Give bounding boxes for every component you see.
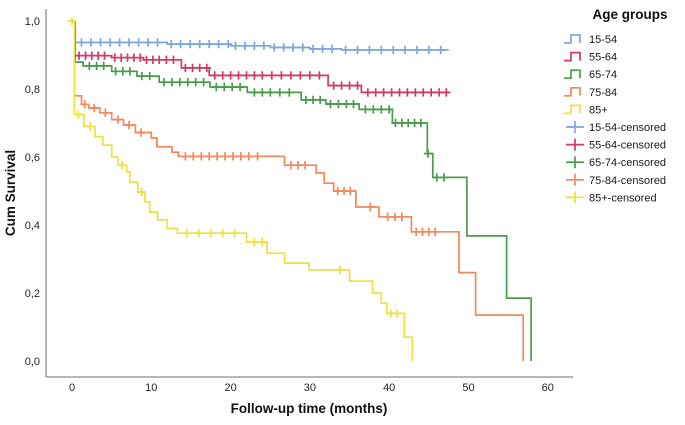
x-tick-label-50: 50 — [462, 382, 474, 394]
censor-marks-55-64 — [74, 51, 451, 97]
legend-swatch-15-54 — [564, 34, 581, 44]
censor-marks-75-84 — [80, 100, 440, 236]
km-curve-65-74 — [72, 20, 532, 361]
legend-item-75-84: 75-84 — [564, 87, 617, 99]
legend: 15-54 55-64 65-74 75-84 85+ 15-54-censored 55-… — [564, 34, 666, 204]
y-tick-label-0,2: 0,2 — [25, 288, 40, 300]
y-tick-label-0,0: 0,0 — [25, 356, 40, 368]
legend-item-85+: 85+ — [564, 104, 608, 116]
legend-item-15-54-censored: 15-54-censored — [566, 121, 666, 134]
legend-item-15-54: 15-54 — [564, 34, 617, 46]
km-curve-85+ — [72, 20, 414, 361]
y-tick-label-0,6: 0,6 — [25, 152, 40, 164]
legend-swatch-15-54-censored — [566, 121, 584, 133]
x-tick-labels: 0 10 20 30 40 50 60 — [69, 382, 554, 394]
legend-item-65-74: 65-74 — [564, 69, 617, 81]
legend-swatch-65-74-censored — [566, 156, 584, 169]
legend-label-65-74-censored: 65-74-censored — [589, 157, 666, 169]
legend-label-65-74: 65-74 — [589, 69, 617, 81]
legend-swatch-55-64-censored — [566, 138, 584, 151]
legend-swatch-55-64 — [564, 51, 581, 62]
censor-marks-15-54 — [77, 38, 445, 55]
km-curve-75-84 — [72, 20, 525, 361]
censor-marks-layer — [67, 16, 451, 318]
x-tick-label-0: 0 — [69, 382, 75, 394]
censor-marks-85+ — [67, 16, 402, 318]
legend-swatch-75-84-censored — [566, 173, 584, 186]
legend-label-75-84-censored: 75-84-censored — [589, 175, 666, 187]
legend-label-55-64-censored: 55-64-censored — [589, 140, 666, 152]
legend-label-75-84: 75-84 — [589, 87, 617, 99]
x-tick-label-30: 30 — [304, 382, 316, 394]
x-tick-label-20: 20 — [224, 382, 236, 394]
x-tick-label-10: 10 — [145, 382, 157, 394]
legend-item-75-84-censored: 75-84-censored — [566, 173, 666, 187]
y-tick-labels: 0,0 0,2 0,4 0,6 0,8 1,0 — [25, 16, 40, 368]
legend-item-55-64: 55-64 — [564, 52, 617, 64]
legend-item-55-64-censored: 55-64-censored — [566, 138, 666, 152]
y-axis-title: Cum Survival — [3, 150, 18, 236]
censor-marks-65-74 — [85, 61, 449, 182]
legend-swatch-75-84 — [564, 86, 581, 97]
y-tick-label-0,4: 0,4 — [25, 220, 40, 232]
y-tick-label-1,0: 1,0 — [25, 16, 40, 28]
legend-item-85+-censored: 85+-censored — [566, 191, 657, 204]
x-tick-label-40: 40 — [383, 382, 395, 394]
legend-swatch-85+-censored — [566, 191, 584, 204]
legend-label-55-64: 55-64 — [589, 52, 617, 64]
legend-label-15-54-censored: 15-54-censored — [589, 122, 666, 134]
legend-title: Age groups — [592, 7, 667, 22]
legend-label-85+-censored: 85+-censored — [589, 192, 657, 204]
legend-label-85+: 85+ — [589, 104, 608, 116]
x-axis-title: Follow-up time (months) — [231, 401, 388, 416]
legend-item-65-74-censored: 65-74-censored — [566, 156, 666, 169]
curves-layer — [72, 20, 532, 361]
legend-swatch-85+ — [564, 104, 581, 115]
legend-label-15-54: 15-54 — [589, 34, 617, 46]
legend-swatch-65-74 — [564, 69, 581, 80]
y-tick-label-0,8: 0,8 — [25, 84, 40, 96]
x-tick-label-60: 60 — [542, 382, 554, 394]
